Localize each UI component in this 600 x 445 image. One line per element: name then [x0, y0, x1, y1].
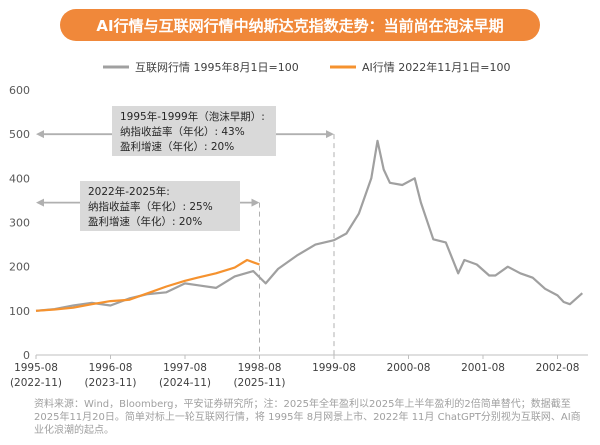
annotation-text: 盈利增速（年化）: 20% [120, 140, 234, 153]
x-tick-sublabel: (2024-11) [159, 377, 211, 389]
legend: 互联网行情 1995年8月1日=100 AI行情 2022年11月1日=100 [103, 60, 510, 74]
annotation-text: 纳指收益率（年化）: 25% [88, 200, 213, 213]
annotation-arrowhead-right [326, 130, 334, 139]
axes: 0 100 200 300 400 500 600 1995-08 (2022-11) 1996-… [9, 84, 588, 389]
annotation-text: 1995年-1999年（泡沫早期）: [120, 110, 265, 123]
y-tick-label: 500 [9, 128, 30, 141]
y-tick-label: 100 [9, 305, 30, 318]
x-tick-label: 1997-08 [163, 362, 207, 374]
annotation-text: 2022年-2025年: [88, 185, 170, 198]
x-tick-label: 2002-08 [536, 362, 580, 374]
series-layer [35, 139, 584, 312]
annotation-arrowhead-left [36, 198, 44, 207]
x-tick-sublabel: (2023-11) [84, 377, 136, 389]
annotation-text: 纳指收益率（年化）: 43% [120, 125, 245, 138]
chart-title: AI行情与互联网行情中纳斯达克指数走势：当前尚在泡沫早期 [60, 9, 540, 41]
legend-label: 互联网行情 1995年8月1日=100 [135, 60, 299, 74]
x-tick-label: 1999-08 [312, 362, 356, 374]
series-line-ai [35, 258, 260, 312]
y-tick-label: 600 [9, 84, 30, 97]
x-tick-label: 1995-08 [14, 362, 58, 374]
annotations: 1995年-1999年（泡沫早期）: 纳指收益率（年化）: 43% 盈利增速（年化）… [36, 106, 335, 355]
annotation-box [112, 106, 276, 156]
y-tick-label: 300 [9, 217, 30, 230]
y-tick-label: 0 [23, 349, 30, 362]
x-tick-label: 1998-08 [238, 362, 282, 374]
x-tick-label: 2000-08 [387, 362, 431, 374]
source-footnote: 资料来源：Wind，Bloomberg，平安证券研究所；注：2025年全年盈利以… [34, 399, 581, 436]
y-tick-label: 400 [9, 172, 30, 185]
annotation-arrowhead-left [36, 130, 44, 139]
annotation-text: 盈利增速（年化）: 20% [88, 215, 202, 228]
x-tick-sublabel: (2022-11) [10, 377, 62, 389]
x-tick-sublabel: (2025-11) [233, 377, 285, 389]
x-tick-label: 1996-08 [89, 362, 133, 374]
annotation-arrowhead-right [251, 198, 260, 207]
y-tick-label: 200 [9, 261, 30, 274]
line-chart: 互联网行情 1995年8月1日=100 AI行情 2022年11月1日=100 1… [9, 60, 588, 389]
series-line-internet [35, 139, 584, 312]
annotation-box [80, 181, 240, 231]
x-tick-label: 2001-08 [461, 362, 505, 374]
legend-label: AI行情 2022年11月1日=100 [362, 60, 510, 74]
